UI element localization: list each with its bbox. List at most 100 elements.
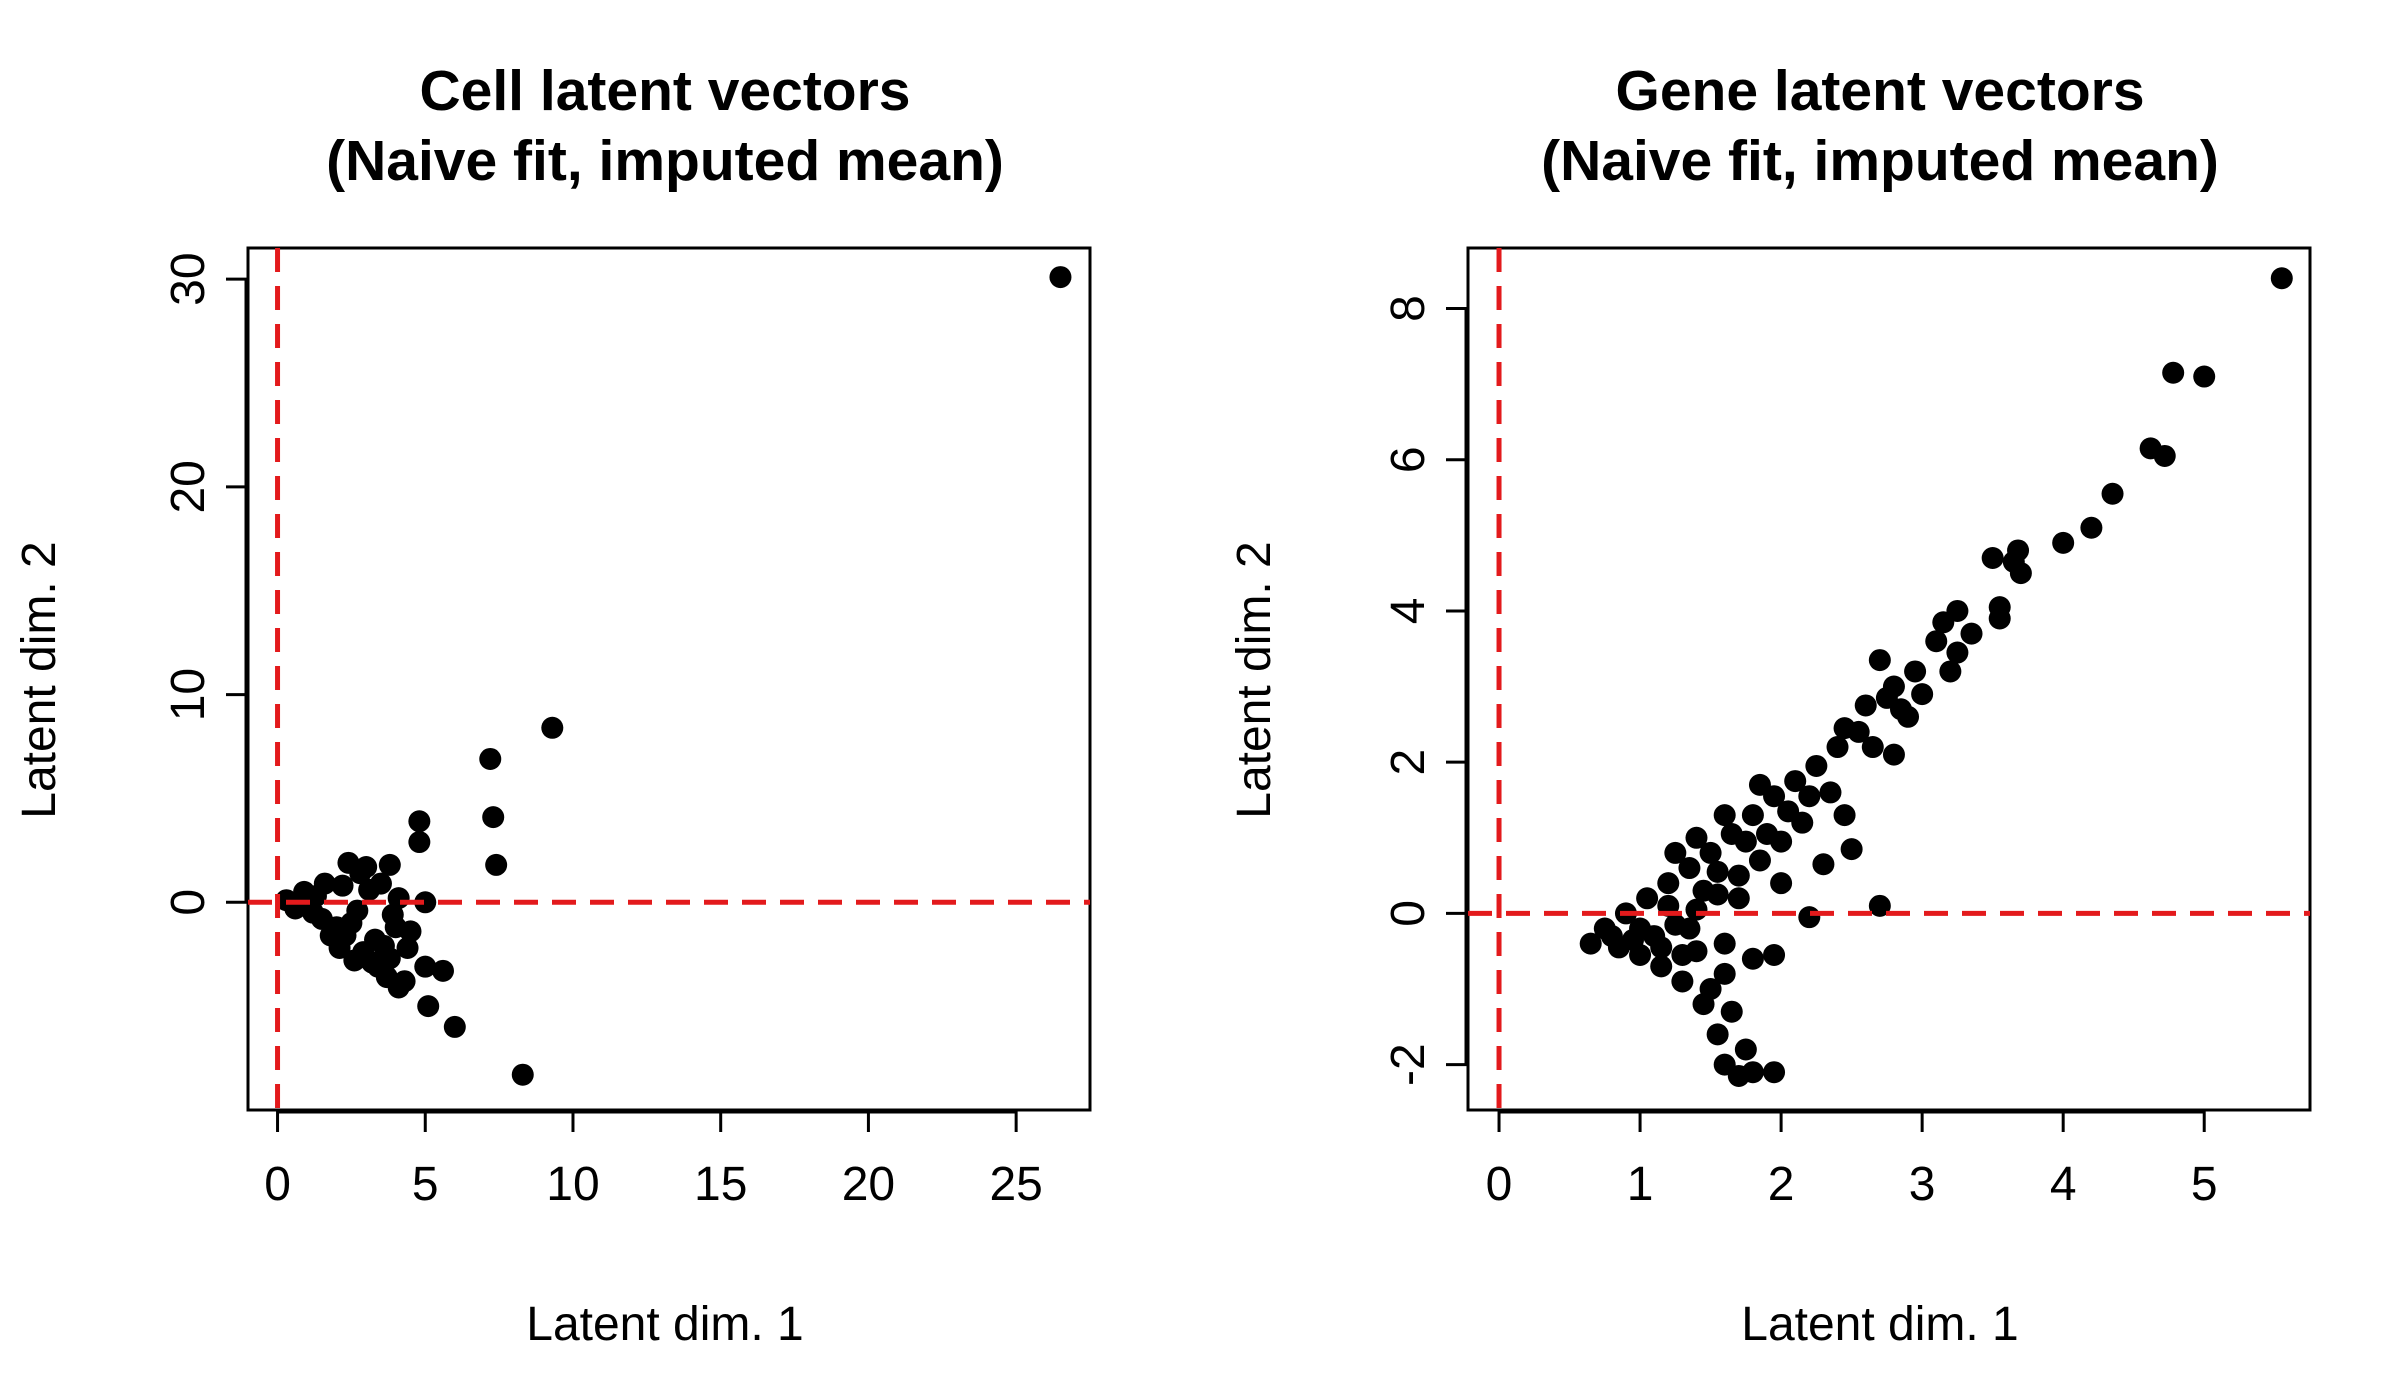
- gene-x-tick-label: 2: [1768, 1158, 1795, 1211]
- gene-data-point: [2009, 562, 2032, 585]
- gene-data-point: [1664, 841, 1687, 864]
- cell-plot-area: 0 5 10 15 20 25 0 10 20 30: [162, 246, 1092, 1211]
- gene-data-point: [1826, 736, 1849, 759]
- gene-plot-ylabel: Latent dim. 2: [1228, 541, 1281, 819]
- gene-data-point: [1925, 630, 1948, 653]
- cell-data-point: [384, 916, 407, 939]
- gene-data-point: [1847, 720, 1870, 743]
- cell-data-point: [304, 885, 327, 908]
- gene-data-point: [1579, 932, 1602, 955]
- gene-data-point: [1650, 936, 1673, 959]
- cell-data-point: [414, 891, 437, 914]
- gene-data-point: [2162, 361, 2185, 384]
- gene-data-point: [1678, 857, 1701, 880]
- gene-data-point: [1741, 947, 1764, 970]
- gene-data-point: [1636, 887, 1659, 910]
- cell-y-tick-label: 20: [162, 460, 215, 513]
- gene-latent-plot: Gene latent vectors (Naive fit, imputed …: [1228, 59, 2312, 1351]
- gene-y-tick-label: 6: [1382, 446, 1435, 473]
- gene-data-point: [1777, 800, 1800, 823]
- gene-data-point: [1904, 660, 1927, 683]
- gene-data-point: [1756, 823, 1779, 846]
- cell-data-point: [331, 874, 354, 897]
- cell-data-point: [408, 810, 431, 833]
- gene-data-point: [1713, 962, 1736, 985]
- cell-data-point: [479, 747, 502, 770]
- gene-data-point: [1911, 683, 1934, 706]
- gene-data-point: [1713, 804, 1736, 827]
- cell-data-point: [511, 1063, 534, 1086]
- gene-plot-title-line2: (Naive fit, imputed mean): [1541, 129, 2219, 193]
- gene-data-point: [2101, 482, 2124, 505]
- gene-data-point: [1685, 898, 1708, 921]
- gene-plot-marks: [1468, 248, 2310, 1110]
- gene-x-tick-label: 1: [1627, 1158, 1654, 1211]
- cell-x-tick-label: 10: [546, 1158, 599, 1211]
- gene-data-point: [1833, 804, 1856, 827]
- gene-data-point: [1699, 841, 1722, 864]
- gene-data-point: [1685, 826, 1708, 849]
- cell-y-tick-label: 30: [162, 252, 215, 305]
- cell-data-point: [443, 1015, 466, 1038]
- cell-data-point: [328, 936, 351, 959]
- gene-plot-area: 0 1 2 3 4 5 -2 0 2 4 6 8: [1382, 246, 2312, 1211]
- gene-data-point: [1748, 849, 1771, 872]
- gene-data-point: [1861, 736, 1884, 759]
- cell-x-tick-label: 5: [412, 1158, 439, 1211]
- gene-data-point: [1812, 853, 1835, 876]
- gene-x-tick-label: 4: [2050, 1158, 2077, 1211]
- gene-data-point: [1671, 970, 1694, 993]
- gene-y-tick-label: 0: [1382, 900, 1435, 927]
- cell-data-point: [431, 959, 454, 982]
- gene-data-point: [2270, 267, 2293, 290]
- cell-y-tick-label: 0: [162, 889, 215, 916]
- gene-data-point: [1650, 955, 1673, 978]
- cell-data-point: [340, 912, 363, 935]
- gene-data-point: [1706, 860, 1729, 883]
- cell-plot-xlabel: Latent dim. 1: [526, 1298, 804, 1351]
- gene-data-point: [1854, 694, 1877, 717]
- gene-data-point: [1889, 698, 1912, 721]
- gene-plot-title-line1: Gene latent vectors: [1615, 59, 2144, 123]
- gene-data-point: [1706, 1023, 1729, 1046]
- gene-data-point: [1882, 743, 1905, 766]
- gene-data-point: [1741, 804, 1764, 827]
- gene-data-point: [1798, 785, 1821, 808]
- cell-x-tick-label: 0: [264, 1158, 291, 1211]
- gene-data-point: [1713, 1053, 1736, 1076]
- gene-data-point: [1939, 660, 1962, 683]
- gene-data-point: [1699, 978, 1722, 1001]
- gene-data-point: [1748, 773, 1771, 796]
- gene-data-point: [2080, 516, 2103, 539]
- gene-data-point: [1988, 607, 2011, 630]
- gene-data-point: [1763, 943, 1786, 966]
- gene-y-tick-label: -2: [1382, 1043, 1435, 1086]
- gene-data-point: [2153, 444, 2176, 467]
- gene-data-point: [1946, 641, 1969, 664]
- gene-data-point: [1727, 887, 1750, 910]
- gene-data-point: [1960, 622, 1983, 645]
- cell-data-point: [343, 949, 366, 972]
- gene-data-point: [1657, 872, 1680, 895]
- gene-data-point: [1798, 906, 1821, 929]
- cell-data-point: [417, 995, 440, 1018]
- gene-data-point: [1840, 838, 1863, 861]
- gene-data-point: [1981, 547, 2004, 570]
- gene-data-point: [1600, 925, 1623, 948]
- cell-x-tick-label: 15: [694, 1158, 747, 1211]
- cell-plot-title-line1: Cell latent vectors: [419, 59, 910, 123]
- gene-data-point: [1692, 879, 1715, 902]
- gene-data-point: [1784, 770, 1807, 793]
- gene-x-tick-label: 5: [2191, 1158, 2218, 1211]
- cell-data-point: [355, 855, 378, 878]
- cell-latent-plot: Cell latent vectors (Naive fit, imputed …: [13, 59, 1092, 1351]
- cell-plot-title-line2: (Naive fit, imputed mean): [326, 129, 1004, 193]
- gene-data-point: [1622, 928, 1645, 951]
- gene-data-point: [2193, 365, 2216, 388]
- gene-data-point: [1868, 894, 1891, 917]
- cell-data-point: [408, 831, 431, 854]
- cell-plot-ylabel: Latent dim. 2: [13, 541, 66, 819]
- cell-data-point: [372, 934, 395, 957]
- cell-data-point: [301, 901, 324, 924]
